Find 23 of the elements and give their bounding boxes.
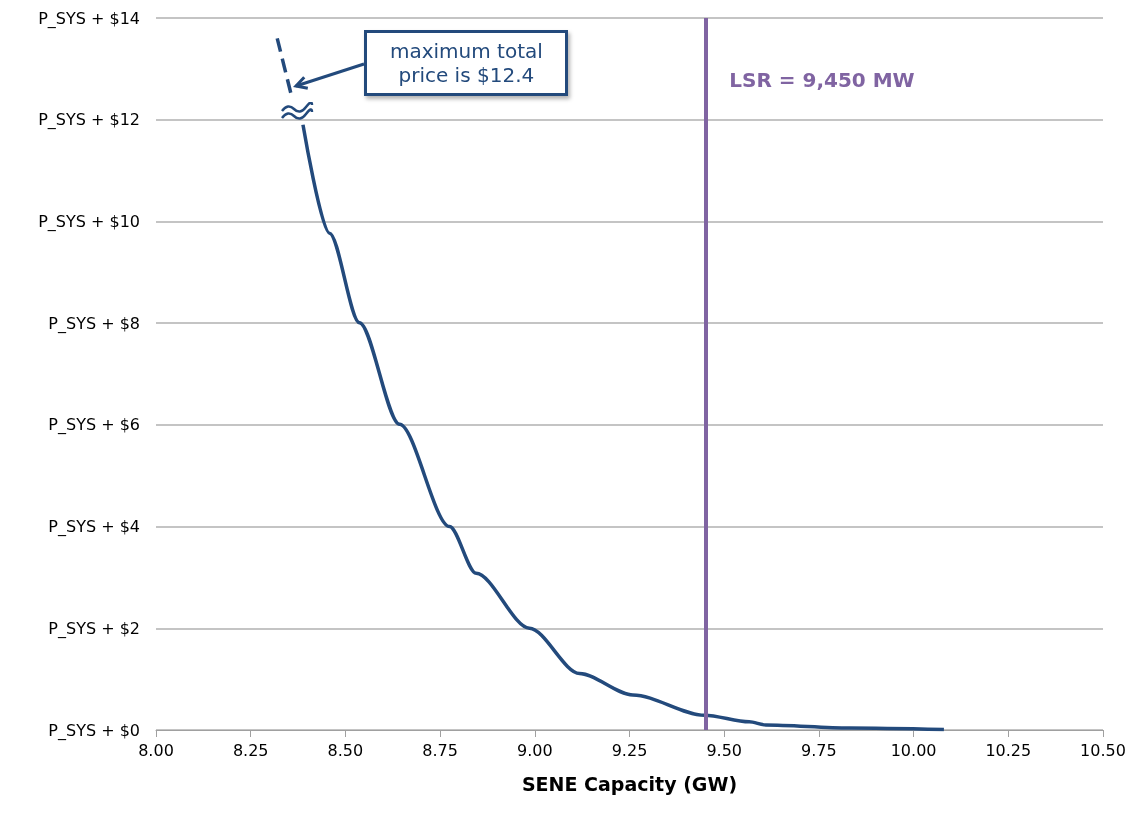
- y-tick-label: P_SYS + $12: [38, 110, 140, 131]
- y-tick-label: P_SYS + $14: [38, 8, 140, 29]
- y-tick-label: P_SYS + $4: [48, 517, 140, 538]
- x-tick-label: 8.75: [422, 740, 458, 760]
- x-tick-label: 10.25: [985, 740, 1032, 760]
- x-tick-label: 10.00: [890, 740, 937, 760]
- x-tick-label: 8.25: [232, 740, 269, 760]
- y-tick-label: P_SYS + $2: [48, 618, 140, 639]
- x-tick-label: 8.50: [327, 740, 364, 760]
- y-tick-label: P_SYS + $0: [48, 720, 140, 741]
- y-tick-label: P_SYS + $6: [48, 415, 140, 436]
- line-series: [301, 123, 946, 732]
- x-tick-label: 9.75: [801, 740, 837, 760]
- x-tick-label: 9.25: [611, 740, 648, 760]
- x-tick-label: 9.00: [516, 740, 553, 760]
- annotation: maximum total price is $12.4: [364, 30, 569, 97]
- x-tick-label: 8.00: [138, 740, 174, 760]
- x-tick-label: 10.50: [1080, 740, 1126, 760]
- x-tick-label: 9.50: [706, 740, 743, 760]
- x-axis-title: SENE Capacity (GW): [521, 772, 738, 795]
- ref-line-label: LSR = 9,450 MW: [729, 68, 915, 92]
- y-tick-label: P_SYS + $10: [38, 211, 140, 232]
- y-tick-label: P_SYS + $8: [48, 313, 140, 334]
